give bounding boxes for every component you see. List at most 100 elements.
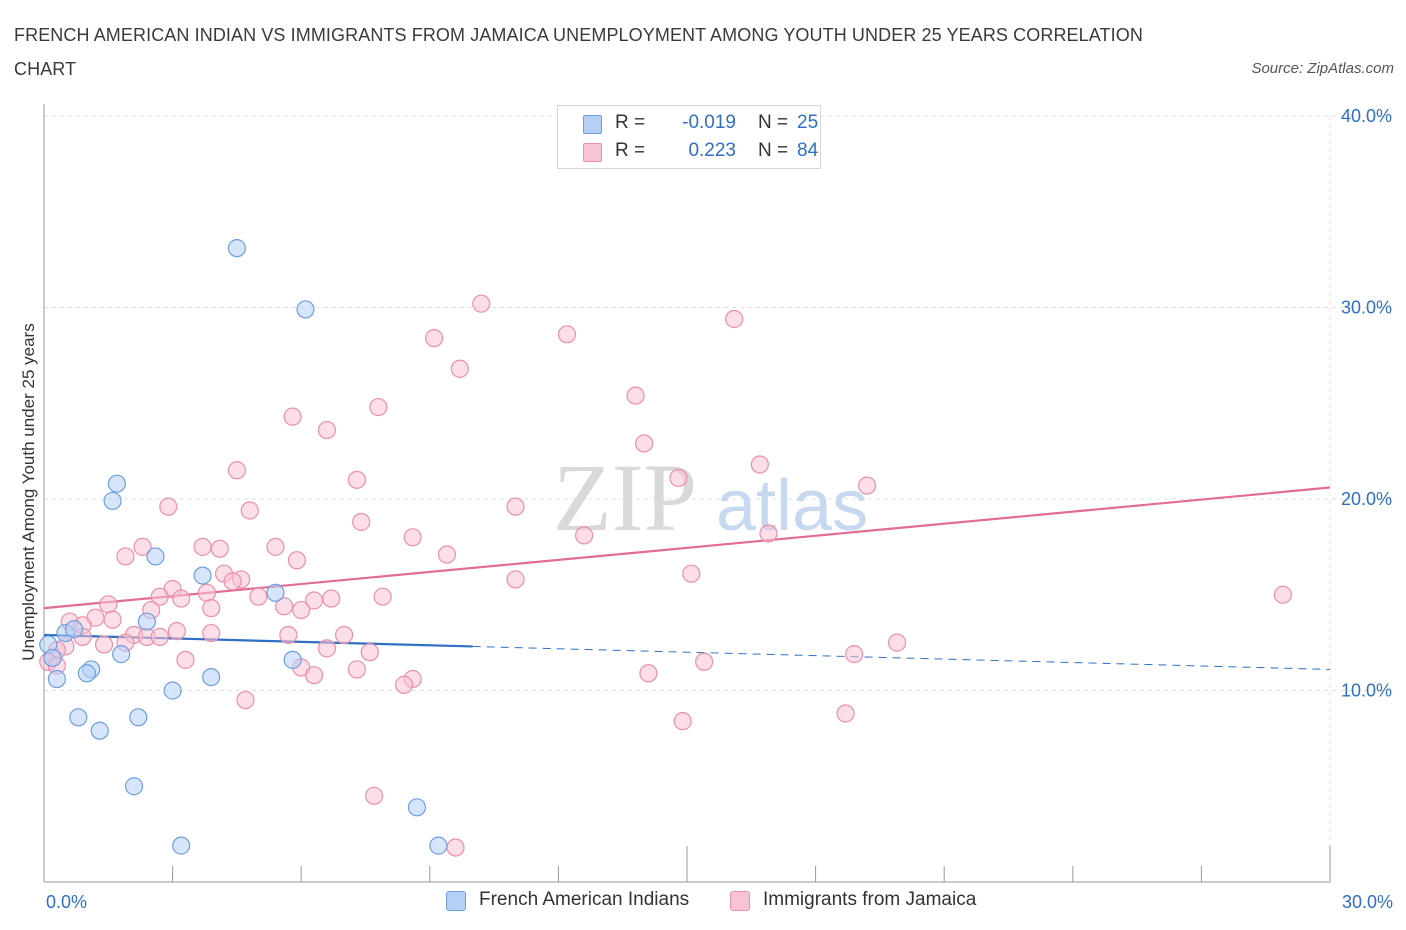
legend-r-label: R = <box>615 112 646 133</box>
french-american-indian-point-11[interactable] <box>43 648 62 668</box>
legend-n-label: N = <box>758 112 789 133</box>
jamaica-point-78[interactable] <box>836 704 855 723</box>
jamaica-point-32[interactable] <box>223 572 242 591</box>
french-american-indian-point-19[interactable] <box>69 708 88 727</box>
jamaica-point-27[interactable] <box>116 547 135 566</box>
french-american-indian-point-22[interactable] <box>124 777 144 796</box>
french-american-indian-point-6[interactable] <box>266 583 285 602</box>
jamaica-point-73[interactable] <box>304 666 324 685</box>
y-tick-label-1: 20.0% <box>1341 489 1392 509</box>
jamaica-point-80[interactable] <box>364 786 384 805</box>
french-american-indian-point-0[interactable] <box>227 239 246 258</box>
jamaica-point-41[interactable] <box>172 589 191 608</box>
french-american-indian-point-21[interactable] <box>90 721 109 740</box>
jamaica-point-1[interactable] <box>557 325 577 344</box>
jamaica-point-12[interactable] <box>347 470 367 489</box>
french-american-indian-point-18[interactable] <box>163 681 182 700</box>
watermark-zip: ZIP <box>553 444 697 551</box>
jamaica-point-58[interactable] <box>94 635 114 654</box>
trend-line-french-american-indians-extension <box>472 645 1331 670</box>
jamaica-point-72[interactable] <box>845 645 864 664</box>
jamaica-point-20[interactable] <box>575 526 594 545</box>
french-american-indian-point-25[interactable] <box>429 836 448 855</box>
jamaica-point-23[interactable] <box>193 537 212 556</box>
jamaica-point-37[interactable] <box>249 587 268 606</box>
jamaica-point-19[interactable] <box>403 528 422 547</box>
jamaica-point-14[interactable] <box>857 476 877 495</box>
jamaica-point-64[interactable] <box>887 633 907 652</box>
jamaica-point-7[interactable] <box>283 407 302 426</box>
french-american-indian-point-17[interactable] <box>202 667 221 687</box>
jamaica-point-33[interactable] <box>506 570 525 589</box>
french-american-indian-point-23[interactable] <box>407 798 427 817</box>
jamaica-point-5[interactable] <box>626 386 645 405</box>
french-american-indian-point-12[interactable] <box>112 645 131 664</box>
jamaica-point-77[interactable] <box>236 690 255 710</box>
jamaica-point-24[interactable] <box>266 537 285 556</box>
jamaica-point-36[interactable] <box>150 587 169 606</box>
jamaica-point-26[interactable] <box>437 545 457 564</box>
legend-swatch-pink <box>583 143 602 162</box>
jamaica-point-18[interactable] <box>352 512 371 532</box>
jamaica-point-82[interactable] <box>1273 585 1292 604</box>
jamaica-point-31[interactable] <box>682 564 701 583</box>
jamaica-point-42[interactable] <box>99 595 118 614</box>
jamaica-point-22[interactable] <box>133 537 152 556</box>
french-american-indian-point-14[interactable] <box>77 664 96 683</box>
jamaica-point-9[interactable] <box>635 434 654 453</box>
jamaica-point-15[interactable] <box>159 497 178 516</box>
jamaica-point-48[interactable] <box>103 610 122 629</box>
jamaica-point-35[interactable] <box>197 583 216 602</box>
jamaica-point-75[interactable] <box>394 675 414 694</box>
jamaica-point-13[interactable] <box>669 468 688 488</box>
jamaica-point-25[interactable] <box>210 539 229 558</box>
jamaica-point-59[interactable] <box>150 627 169 646</box>
french-american-indian-point-5[interactable] <box>193 566 212 585</box>
jamaica-point-8[interactable] <box>317 420 337 440</box>
jamaica-point-70[interactable] <box>347 660 367 679</box>
french-american-indian-point-1[interactable] <box>296 300 315 319</box>
french-american-indian-point-16[interactable] <box>283 650 302 669</box>
french-american-indian-point-7[interactable] <box>137 612 156 631</box>
french-american-indian-point-4[interactable] <box>146 547 165 566</box>
french-american-indian-point-9[interactable] <box>64 620 84 639</box>
jamaica-point-46[interactable] <box>292 600 311 620</box>
jamaica-point-79[interactable] <box>673 712 692 731</box>
french-american-indian-point-2[interactable] <box>107 474 126 493</box>
jamaica-point-16[interactable] <box>240 501 259 520</box>
jamaica-point-54[interactable] <box>334 625 354 645</box>
jamaica-point-68[interactable] <box>176 650 195 669</box>
tick-labels: 10.0% 20.0% 30.0% 40.0% 0.0% 30.0% <box>46 106 1393 912</box>
y-tick-label-2: 30.0% <box>1341 298 1392 318</box>
jamaica-point-11[interactable] <box>750 455 769 474</box>
jamaica-point-6[interactable] <box>369 397 388 417</box>
french-american-indian-point-24[interactable] <box>172 836 191 855</box>
jamaica-point-17[interactable] <box>506 497 525 516</box>
axes <box>43 104 1331 883</box>
jamaica-point-51[interactable] <box>167 622 186 641</box>
legend-r-label: R = <box>615 140 646 161</box>
jamaica-point-21[interactable] <box>759 524 778 543</box>
jamaica-point-40[interactable] <box>304 591 324 610</box>
jamaica-point-2[interactable] <box>424 329 444 348</box>
jamaica-point-71[interactable] <box>695 652 714 671</box>
jamaica-point-44[interactable] <box>202 599 221 618</box>
jamaica-point-10[interactable] <box>227 461 246 480</box>
french-american-indian-point-15[interactable] <box>47 669 66 689</box>
french-american-indian-point-20[interactable] <box>129 708 148 727</box>
jamaica-point-81[interactable] <box>446 838 465 857</box>
jamaica-point-52[interactable] <box>202 623 221 643</box>
jamaica-point-45[interactable] <box>274 597 294 616</box>
jamaica-point-76[interactable] <box>639 664 658 683</box>
jamaica-point-39[interactable] <box>322 589 341 608</box>
series-immigrants-from-jamaica <box>39 294 1292 857</box>
jamaica-point-0[interactable] <box>472 294 491 313</box>
jamaica-point-3[interactable] <box>725 309 744 329</box>
jamaica-point-4[interactable] <box>450 359 469 378</box>
french-american-indian-point-3[interactable] <box>103 491 122 511</box>
jamaica-point-83[interactable] <box>360 643 379 662</box>
jamaica-point-38[interactable] <box>373 587 392 606</box>
jamaica-point-28[interactable] <box>287 551 307 570</box>
jamaica-point-53[interactable] <box>279 625 298 645</box>
jamaica-point-63[interactable] <box>317 639 337 658</box>
